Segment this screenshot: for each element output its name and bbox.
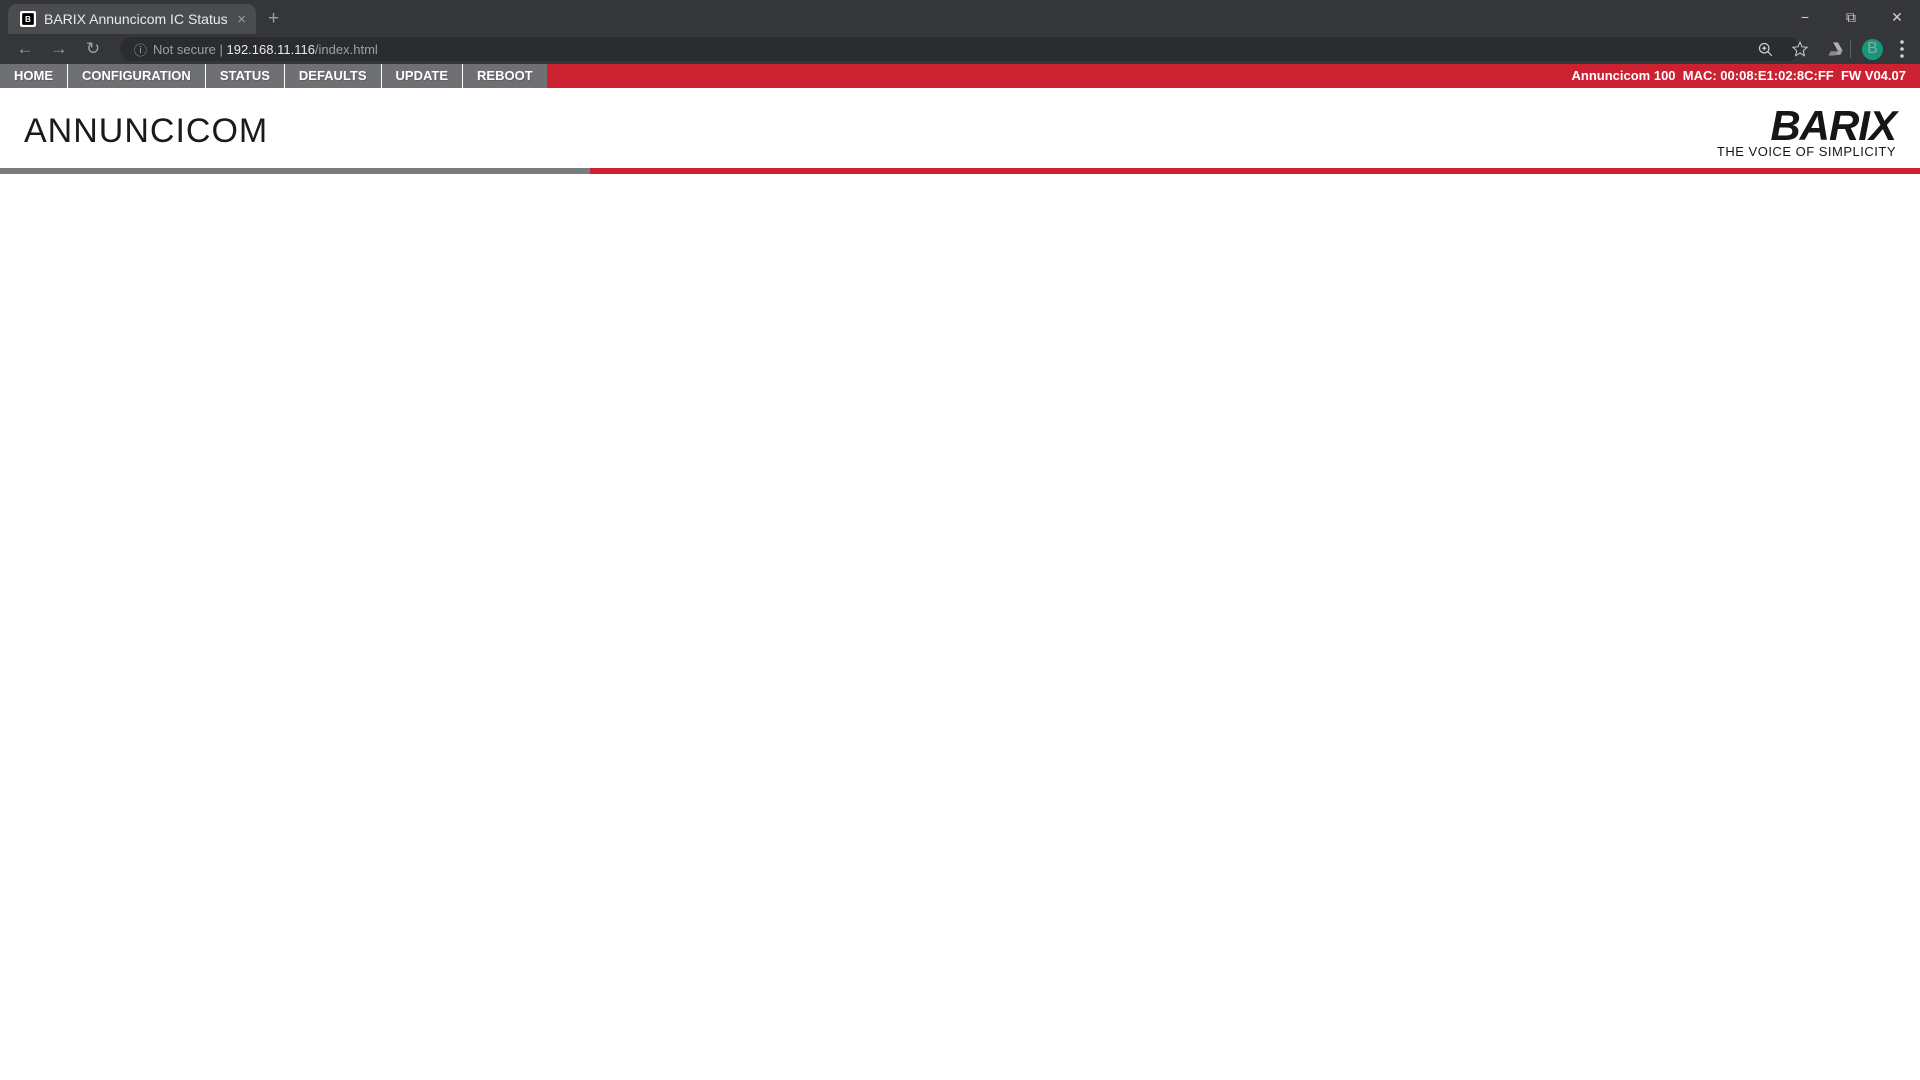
- svg-text:B: B: [25, 15, 31, 24]
